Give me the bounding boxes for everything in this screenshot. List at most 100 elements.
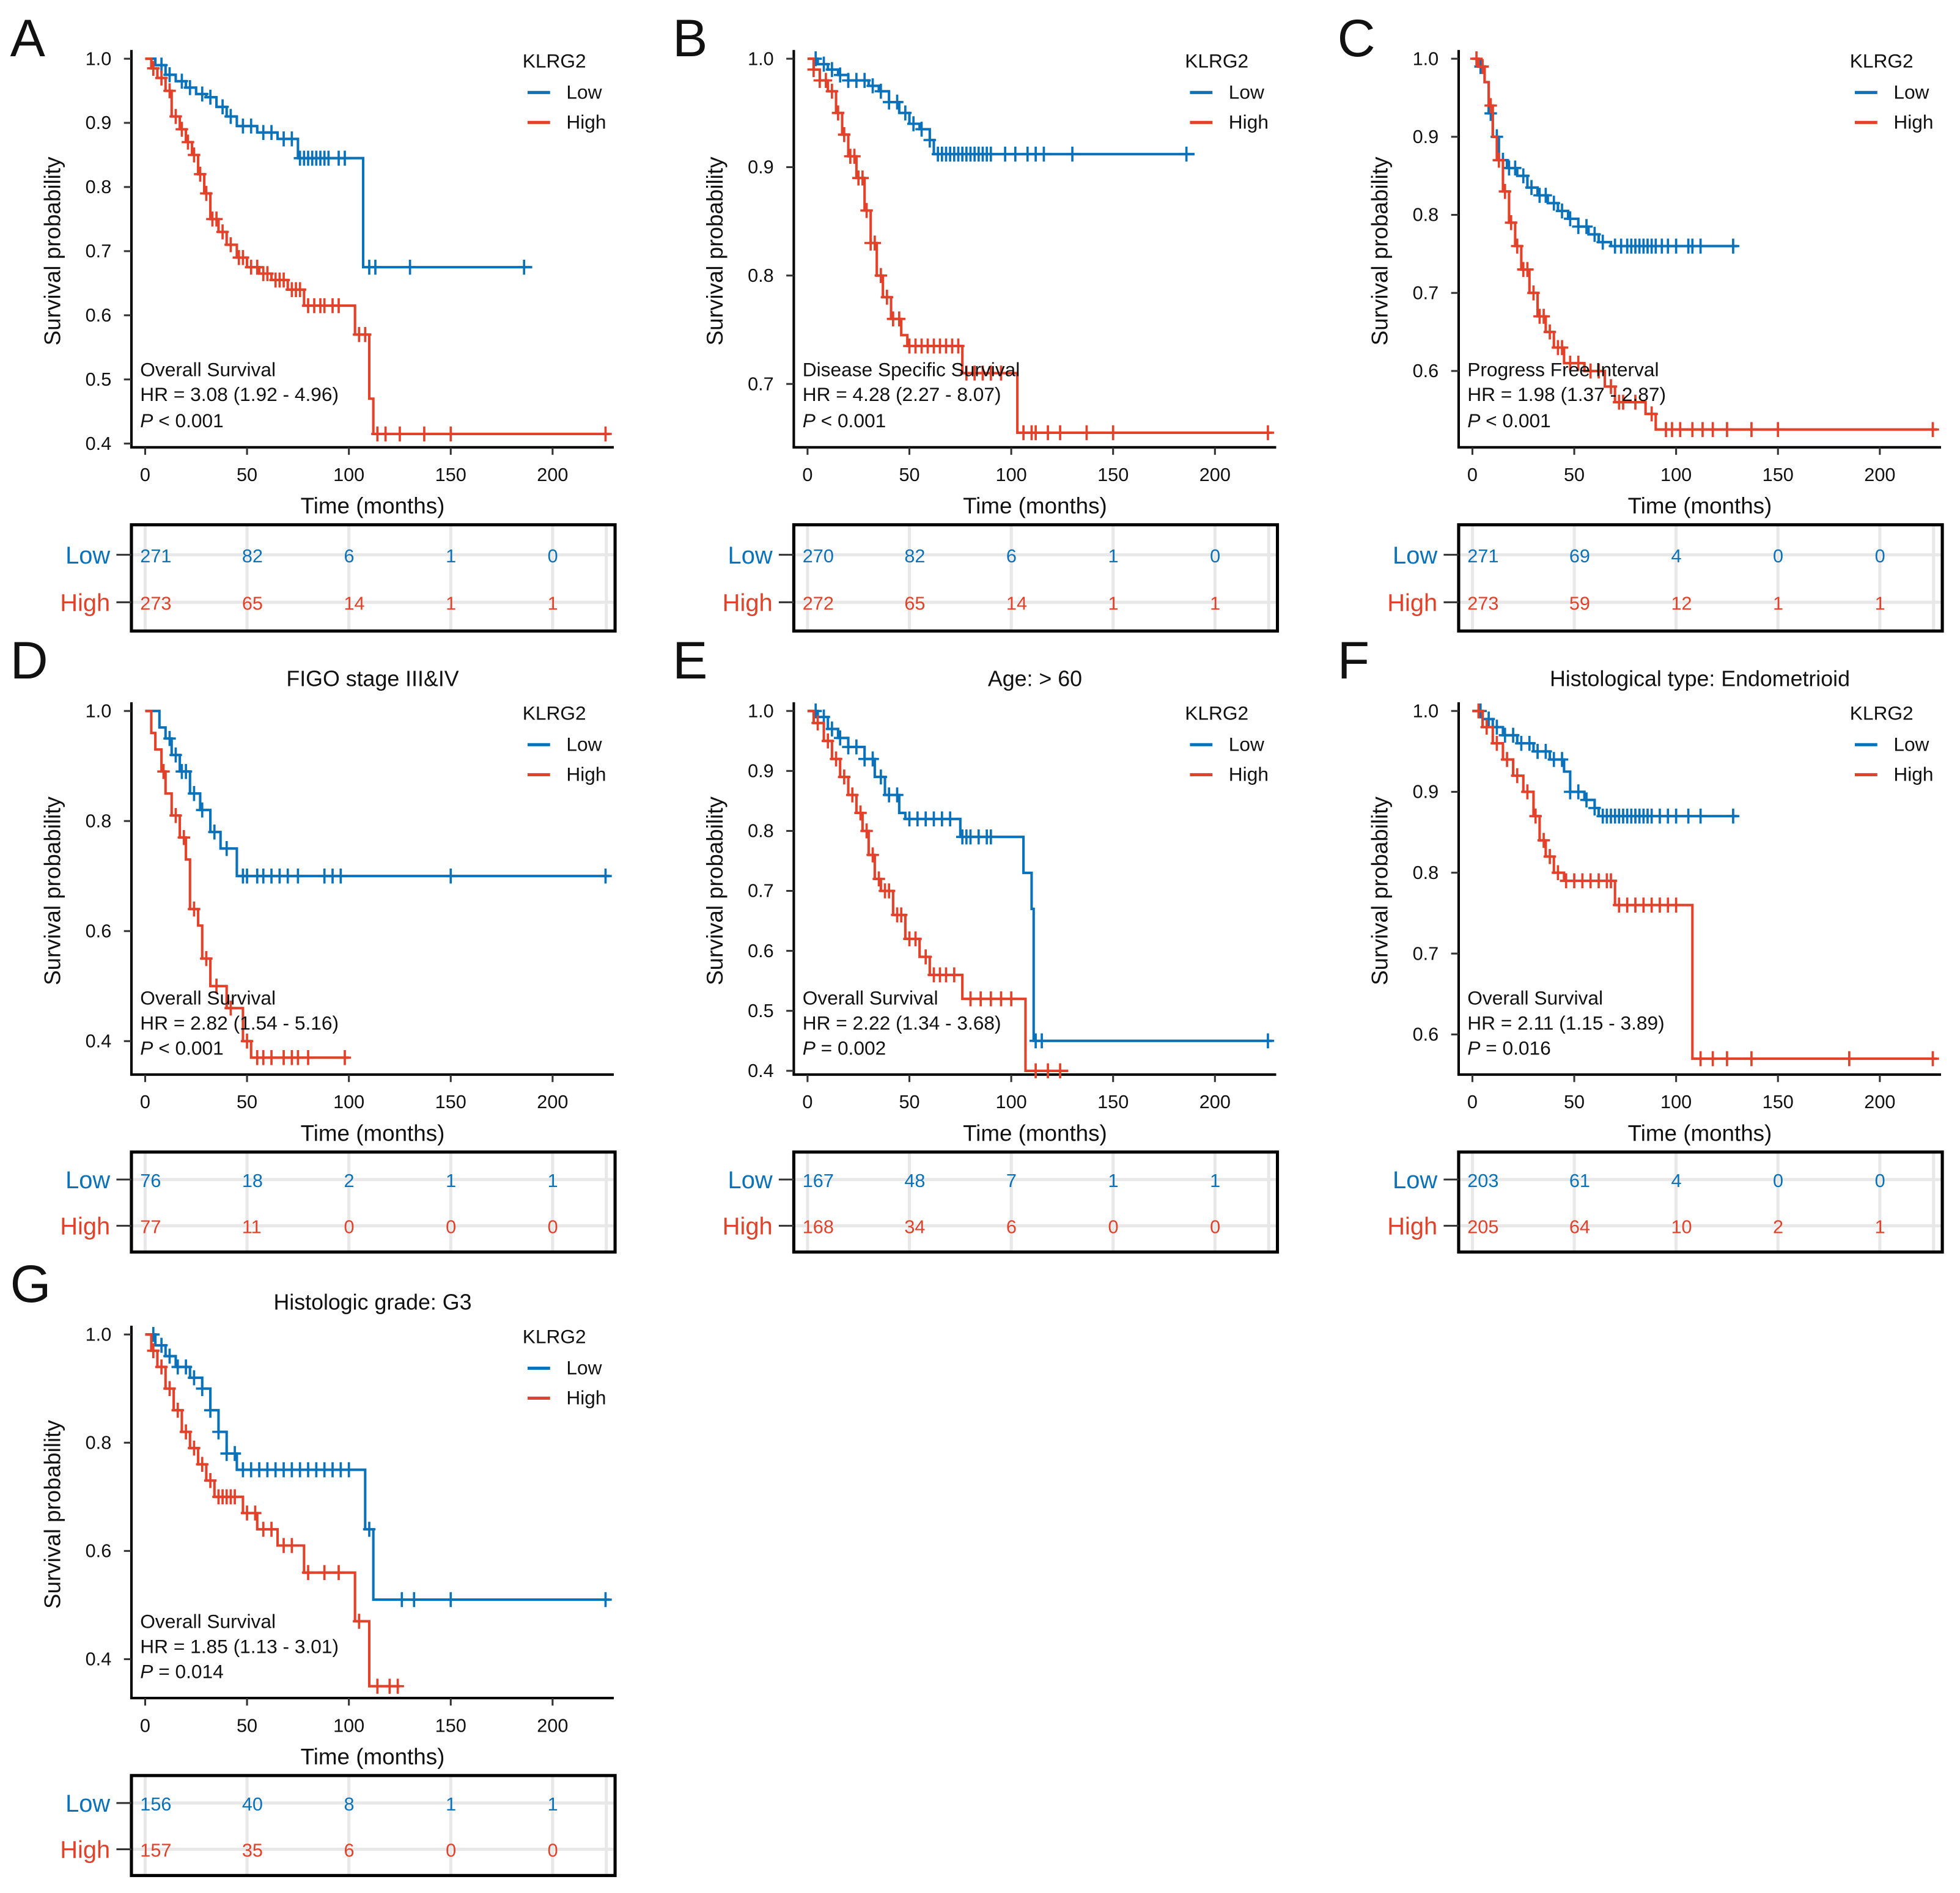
risk-row-label-low: Low [65,542,110,569]
risk-row-label-high: High [1387,590,1437,617]
x-tick-label: 100 [333,1715,364,1736]
censor-mark-low [1517,168,1530,183]
risk-count-high: 0 [1108,1217,1119,1238]
risk-row-label-high: High [60,1213,110,1240]
panel-label: D [10,631,48,690]
censor-mark-high [1843,1051,1856,1067]
censor-mark-high [1926,1051,1939,1067]
censor-mark-low [212,1424,225,1439]
risk-count-high: 77 [140,1217,161,1238]
risk-count-low: 1 [548,1794,558,1815]
censor-mark-low [292,868,304,884]
censor-mark-low [1509,160,1522,176]
censor-mark-low [163,67,176,83]
censor-mark-high [830,751,842,766]
y-tick-label: 0.8 [748,265,774,286]
censor-mark-low [204,89,217,105]
censor-mark-low [334,868,347,884]
censor-mark-high [1674,422,1687,437]
risk-row-label-high: High [60,1837,110,1864]
censor-mark-low [1670,808,1682,824]
censor-mark-low [403,259,416,275]
x-tick-label: 100 [1660,465,1692,485]
censor-mark-high [1500,752,1514,767]
x-tick-label: 150 [1763,465,1794,485]
censor-mark-low [874,769,888,785]
x-tick-label: 150 [1097,465,1129,485]
censor-mark-high [224,237,237,252]
risk-table-border [130,523,617,633]
censor-mark-high [418,426,431,442]
p-symbol: P [140,1037,153,1059]
risk-count-low: 4 [1671,1171,1681,1191]
censor-mark-high [880,290,894,305]
censor-mark-high [175,122,188,137]
censor-mark-low [518,259,531,275]
risk-table: Low 167 48 7 1 1 High 168 34 6 0 0 [723,1150,1280,1254]
censor-mark-low [850,739,863,755]
censor-mark-high [1107,425,1119,441]
y-tick-label: 0.6 [86,921,112,941]
x-tick-label: 100 [996,1092,1027,1112]
x-tick-label: 200 [1199,465,1231,485]
y-tick-label: 1.0 [748,700,774,721]
endpoint-label: Overall Survival [140,987,276,1009]
censor-mark-high [1490,735,1503,751]
censor-mark-high [359,327,372,342]
risk-count-high: 14 [1006,594,1027,614]
hazard-ratio: HR = 3.08 (1.92 - 4.96) [140,383,339,405]
y-axis-label: Survival probability [1367,156,1392,345]
censor-mark-high [948,967,961,983]
censor-mark-high [894,907,908,923]
p-value-line: P = 0.016 [1467,1037,1550,1059]
risk-count-high: 64 [1569,1217,1590,1238]
censor-mark-low [866,751,879,766]
hazard-ratio: HR = 2.11 (1.15 - 3.89) [1467,1012,1664,1034]
censor-mark-low [858,73,871,88]
censor-mark-low [1682,808,1695,824]
censor-mark-high [1552,865,1564,881]
censor-mark-low [1572,784,1585,799]
censor-mark-high [338,1050,352,1065]
censor-mark-high [848,149,861,164]
x-axis-label: Time (months) [301,493,445,518]
y-tick-label: 0.9 [1413,127,1439,147]
censor-mark-high [1480,719,1493,735]
censor-mark-high [1476,59,1489,75]
censor-mark-high [866,847,879,862]
y-tick-label: 0.4 [748,1060,774,1081]
risk-row-label-low: Low [728,1167,773,1194]
panel-title: Age: > 60 [988,666,1082,691]
y-tick-label: 0.6 [1413,361,1439,381]
censor-mark-high [200,186,213,201]
censor-mark-low [825,62,839,78]
censor-mark-high [1470,51,1483,67]
censor-mark-high [860,823,873,839]
p-value-line: P < 0.001 [803,410,886,432]
censor-mark-low [224,109,237,124]
y-tick-label: 0.6 [86,305,112,326]
y-tick-label: 0.6 [748,941,774,961]
censor-mark-low [1726,238,1740,254]
p-value-line: P < 0.001 [140,1037,223,1059]
x-tick-label: 0 [1467,1092,1478,1112]
risk-row-label-low: Low [1393,542,1437,569]
censor-mark-low [1037,146,1050,162]
censor-mark-low [196,1381,208,1397]
x-tick-label: 100 [1660,1092,1692,1112]
panel-label: C [1338,9,1376,68]
censor-mark-low [342,1462,355,1477]
censor-mark-high [909,931,922,947]
censor-mark-low [1694,808,1707,824]
y-tick-label: 1.0 [1413,48,1439,69]
p-symbol: P [1467,410,1480,432]
risk-count-low: 82 [242,546,263,567]
y-tick-label: 0.8 [86,177,112,197]
censor-mark-high [286,1538,298,1553]
risk-table-border [792,523,1280,633]
censor-mark-low [204,1402,217,1418]
y-tick-label: 0.8 [1413,205,1439,226]
censor-mark-high [1029,1063,1042,1079]
censor-mark-high [952,338,965,354]
panel-label: E [672,631,707,690]
